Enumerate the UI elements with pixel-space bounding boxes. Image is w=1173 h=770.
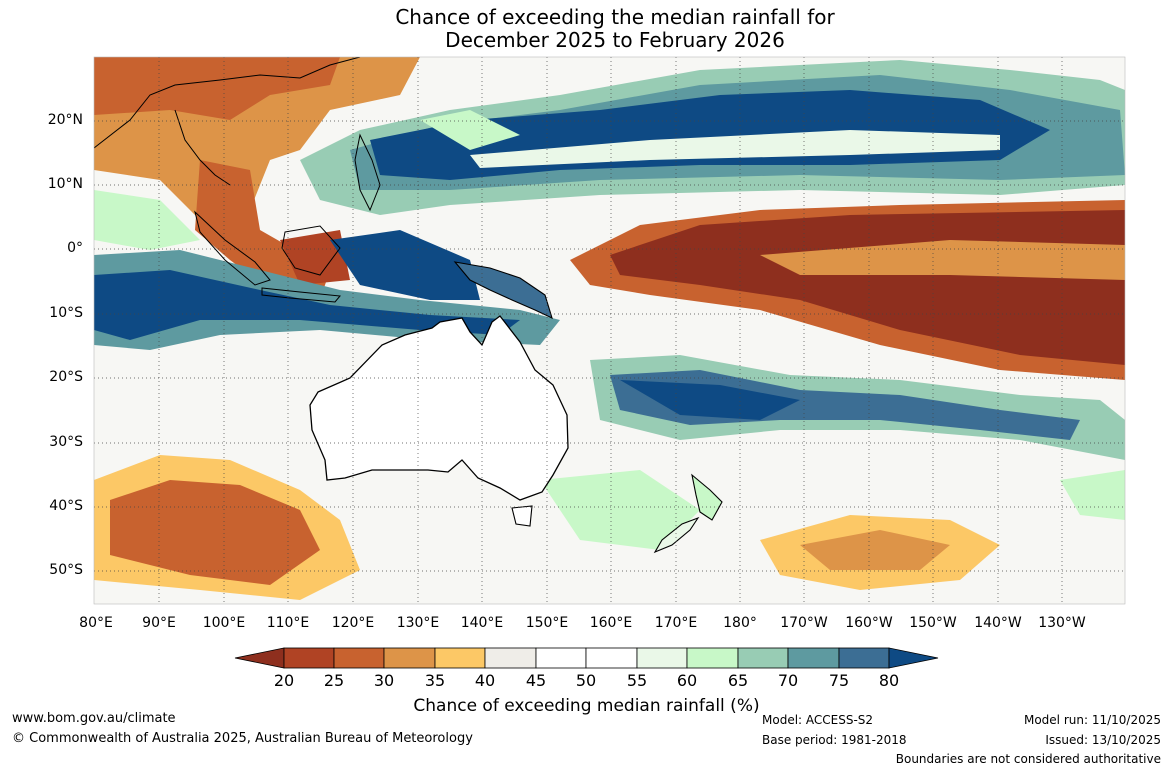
lon-label: 150°E	[525, 615, 569, 631]
lon-label: 140°W	[974, 615, 1022, 631]
colorbar-tick: 55	[626, 671, 648, 690]
lon-label: 130°E	[396, 615, 440, 631]
lat-label: 50°S	[49, 562, 83, 578]
model-run-date: Model run: 11/10/2025	[1023, 713, 1161, 727]
colorbar-swatch	[283, 647, 335, 669]
map-field	[94, 57, 1125, 604]
colorbar-tick: 80	[878, 671, 900, 690]
colorbar-swatch	[535, 647, 587, 669]
colorbar-tick: 65	[727, 671, 749, 690]
colorbar-swatch	[585, 647, 638, 669]
lon-label: 180°	[723, 615, 757, 631]
map-title-line2: December 2025 to February 2026	[445, 28, 785, 52]
issued-date: Issued: 13/10/2025	[1045, 733, 1161, 747]
lon-label: 80°E	[79, 615, 113, 631]
lat-label: 20°N	[47, 112, 83, 128]
colorbar-swatch	[333, 647, 385, 669]
lat-label: 20°S	[49, 369, 83, 385]
lat-label: 30°S	[49, 434, 83, 450]
colorbar-label: Chance of exceeding median rainfall (%)	[413, 696, 760, 716]
lon-label: 120°E	[331, 615, 375, 631]
map-title-line1: Chance of exceeding the median rainfall …	[395, 5, 835, 29]
colorbar-tick: 50	[575, 671, 597, 690]
colorbar-tick: 70	[777, 671, 799, 690]
lon-label: 160°W	[845, 615, 893, 631]
lon-label: 170°W	[780, 615, 828, 631]
colorbar-tick: 25	[323, 671, 345, 690]
colorbar-tick: 75	[828, 671, 850, 690]
lat-label: 10°N	[47, 176, 83, 192]
colorbar-high-arrow	[888, 647, 939, 669]
colorbar-tick: 35	[424, 671, 446, 690]
colorbar-low-arrow	[234, 647, 285, 669]
colorbar-swatch	[484, 647, 537, 669]
website-link[interactable]: www.bom.gov.au/climate	[12, 711, 176, 726]
lon-label: 90°E	[142, 615, 176, 631]
lon-label: 170°E	[654, 615, 698, 631]
lon-label: 140°E	[460, 615, 504, 631]
lat-label: 40°S	[49, 498, 83, 514]
lon-label: 100°E	[202, 615, 246, 631]
colorbar-swatch	[434, 647, 486, 669]
model-name: Model: ACCESS-S2	[762, 713, 874, 727]
lat-label: 10°S	[49, 305, 83, 321]
colorbar-tick: 45	[525, 671, 547, 690]
lat-label: 0°	[67, 240, 83, 256]
colorbar-swatch	[636, 647, 688, 669]
lon-label: 110°E	[266, 615, 310, 631]
colorbar-tick: 40	[474, 671, 496, 690]
colorbar-swatch	[787, 647, 840, 669]
lon-label: 150°W	[909, 615, 957, 631]
colorbar-tick: 30	[373, 671, 395, 690]
lon-label: 130°W	[1038, 615, 1086, 631]
colorbar-swatch	[838, 647, 890, 669]
colorbar-swatch	[686, 647, 739, 669]
copyright-text: © Commonwealth of Australia 2025, Austra…	[12, 731, 473, 746]
colorbar-swatch	[737, 647, 789, 669]
base-period: Base period: 1981-2018	[762, 733, 907, 747]
lon-label: 160°E	[589, 615, 633, 631]
colorbar-tick: 20	[273, 671, 295, 690]
colorbar-swatch	[383, 647, 436, 669]
colorbar-tick: 60	[676, 671, 698, 690]
boundaries-disclaimer: Boundaries are not considered authoritat…	[895, 752, 1161, 766]
